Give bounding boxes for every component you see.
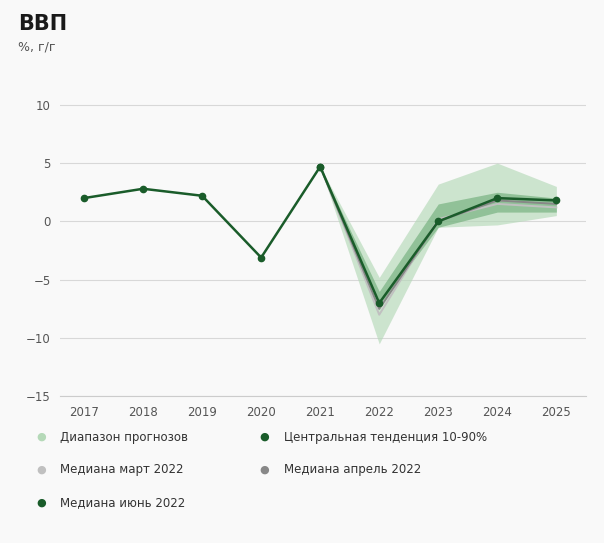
Text: ●: ● [36,497,46,507]
Text: %, г/г: %, г/г [18,41,56,54]
Text: ●: ● [260,432,269,442]
Text: Медиана март 2022: Медиана март 2022 [60,463,184,476]
Text: Медиана июнь 2022: Медиана июнь 2022 [60,496,185,509]
Text: Центральная тенденция 10-90%: Центральная тенденция 10-90% [284,431,487,444]
Text: Медиана апрель 2022: Медиана апрель 2022 [284,463,421,476]
Text: ●: ● [36,432,46,442]
Text: Диапазон прогнозов: Диапазон прогнозов [60,431,188,444]
Text: ВВП: ВВП [18,14,67,34]
Text: ●: ● [36,465,46,475]
Text: ●: ● [260,465,269,475]
